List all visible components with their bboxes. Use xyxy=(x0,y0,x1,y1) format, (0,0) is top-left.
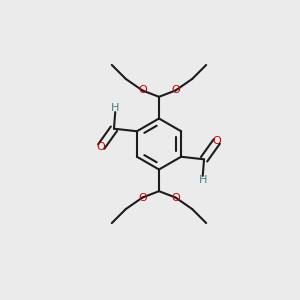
Text: O: O xyxy=(171,193,180,202)
Text: O: O xyxy=(212,136,221,146)
Text: O: O xyxy=(138,193,147,202)
Text: O: O xyxy=(171,85,180,95)
Text: O: O xyxy=(138,85,147,95)
Text: H: H xyxy=(111,103,119,113)
Text: O: O xyxy=(97,142,106,152)
Text: H: H xyxy=(199,175,207,185)
